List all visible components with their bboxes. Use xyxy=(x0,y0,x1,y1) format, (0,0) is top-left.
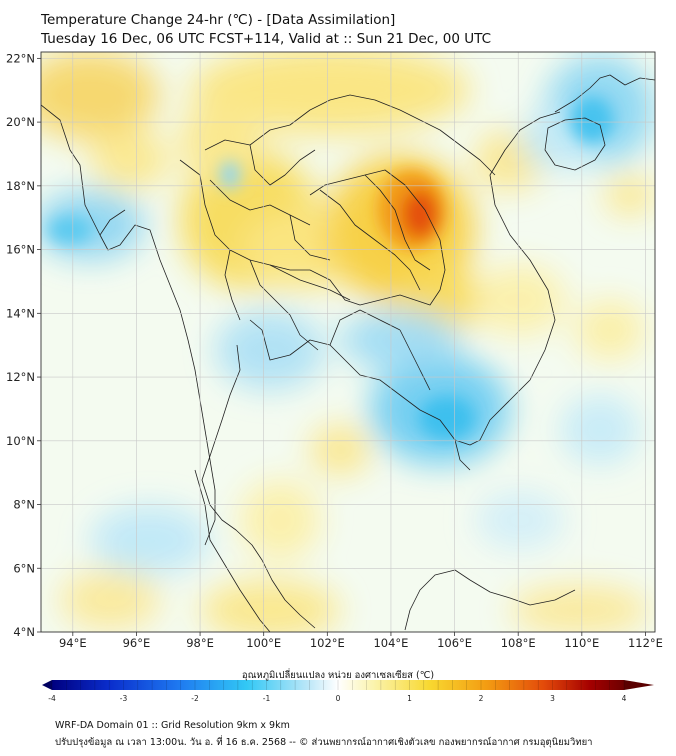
footer-model-info: WRF-DA Domain 01 :: Grid Resolution 9km … xyxy=(55,720,290,731)
x-tick-label: 106°E xyxy=(437,636,472,650)
colorbar-tick-label: 3 xyxy=(550,694,555,703)
x-tick-label: 94°E xyxy=(59,636,87,650)
x-tick-label: 112°E xyxy=(628,636,663,650)
y-tick-label: 10°N xyxy=(6,434,35,448)
x-tick-label: 98°E xyxy=(186,636,214,650)
x-tick-label: 100°E xyxy=(246,636,281,650)
y-tick-label: 12°N xyxy=(6,370,35,384)
y-tick-label: 16°N xyxy=(6,243,35,257)
y-tick-label: 20°N xyxy=(6,115,35,129)
colorbar-tick-label: 4 xyxy=(622,694,627,703)
colorbar-minor-ticks xyxy=(51,680,625,690)
colorbar-tick-label: -2 xyxy=(191,694,199,703)
colorbar-label: อุณหภูมิเปลี่ยนแปลง หน่วย องศาเซลเซียส (… xyxy=(241,670,435,681)
footer-copyright: ปรับปรุงข้อมูล ณ เวลา 13:00น. วัน อ. ที่… xyxy=(55,737,593,748)
temperature-field xyxy=(41,52,655,632)
chart-title: Temperature Change 24-hr (℃) - [Data Ass… xyxy=(41,12,396,28)
map-gridlines xyxy=(41,52,655,633)
coastlines-borders xyxy=(41,74,655,632)
colorbar: -4 -3 -2 -1 0 1 2 3 4 xyxy=(42,680,654,703)
x-tick-label: 108°E xyxy=(501,636,536,650)
colorbar-tick-label: 2 xyxy=(479,694,484,703)
y-tick-label: 8°N xyxy=(13,498,35,512)
colorbar-max-arrow xyxy=(624,680,654,690)
y-tick-label: 6°N xyxy=(13,561,35,575)
colorbar-tick-label: 0 xyxy=(336,694,341,703)
chart-subtitle: Tuesday 16 Dec, 06 UTC FCST+114, Valid a… xyxy=(41,31,492,47)
colorbar-tick-label: -3 xyxy=(120,694,128,703)
map-frame xyxy=(40,51,656,633)
colorbar-tick-labels: -4 -3 -2 -1 0 1 2 3 4 xyxy=(48,694,626,703)
x-axis-ticks: 94°E 96°E 98°E 100°E 102°E 104°E 106°E 108°E 110… xyxy=(59,632,663,650)
colorbar-tick-label: -1 xyxy=(263,694,271,703)
y-tick-label: 14°N xyxy=(6,306,35,320)
colorbar-tick-label: 1 xyxy=(407,694,412,703)
x-tick-label: 110°E xyxy=(564,636,599,650)
x-tick-label: 102°E xyxy=(310,636,345,650)
colorbar-tick-label: -4 xyxy=(48,694,56,703)
x-tick-label: 104°E xyxy=(373,636,408,650)
y-axis-ticks: 22°N 20°N 18°N 16°N 14°N 12°N 10°N 8°N 6°N 4°N xyxy=(6,51,41,639)
y-tick-label: 22°N xyxy=(6,51,35,65)
x-tick-label: 96°E xyxy=(123,636,151,650)
colorbar-gradient xyxy=(52,680,624,690)
colorbar-min-arrow xyxy=(42,680,52,690)
y-tick-label: 18°N xyxy=(6,179,35,193)
temperature-change-map: 94°E 96°E 98°E 100°E 102°E 104°E 106°E 108°E 110… xyxy=(6,51,663,703)
y-tick-label: 4°N xyxy=(13,625,35,639)
